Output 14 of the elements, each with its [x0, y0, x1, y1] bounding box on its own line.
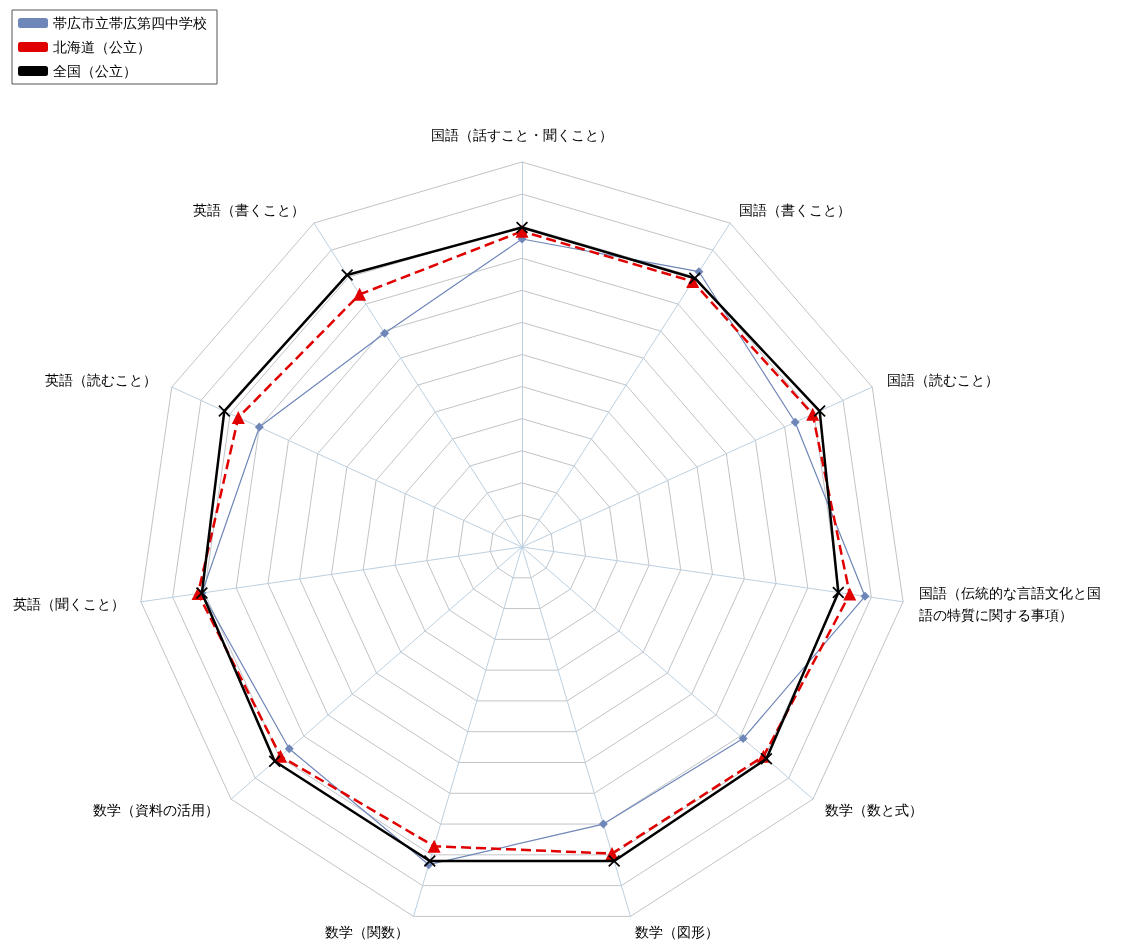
legend-label: 帯広市立帯広第四中学校	[53, 15, 207, 31]
spoke-label: 数学（数と式）	[825, 801, 924, 818]
spoke-label: 数学（図形）	[634, 923, 719, 940]
spoke-label: 国語（話すこと・聞くこと）	[431, 127, 613, 143]
spoke-label: 国語（伝統的な言語文化と国語の特質に関する事項）	[918, 585, 1101, 624]
spoke-label: 英語（聞くこと）	[13, 596, 126, 613]
spoke-label: 英語（書くこと）	[193, 201, 306, 218]
legend-label: 全国（公立）	[53, 63, 137, 79]
legend-label: 北海道（公立）	[53, 39, 151, 55]
spoke-label: 国語（書くこと）	[738, 201, 851, 218]
spoke-label: 国語（読むこと）	[886, 372, 999, 389]
spoke-label: 数学（資料の活用）	[92, 801, 219, 818]
spoke-label: 英語（読むこと）	[45, 372, 158, 389]
spoke-label: 数学（関数）	[325, 923, 410, 940]
